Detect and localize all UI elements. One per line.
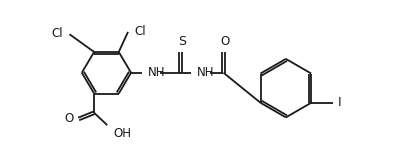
Text: S: S	[178, 35, 186, 48]
Text: O: O	[220, 35, 230, 48]
Text: NH: NH	[197, 66, 215, 79]
Text: I: I	[337, 96, 341, 109]
Text: NH: NH	[148, 66, 166, 79]
Text: OH: OH	[113, 127, 131, 140]
Text: Cl: Cl	[134, 25, 146, 38]
Text: Cl: Cl	[52, 27, 63, 40]
Text: O: O	[64, 112, 73, 125]
